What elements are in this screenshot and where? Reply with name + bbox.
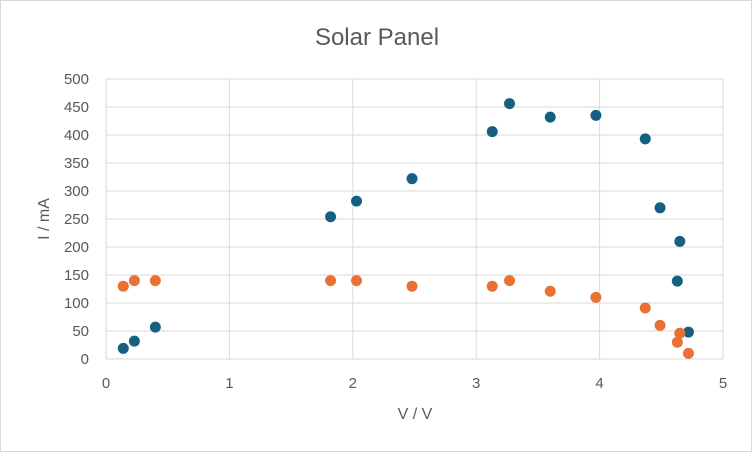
x-tick-label: 1 <box>225 375 233 392</box>
y-tick-label: 150 <box>64 267 89 284</box>
data-point <box>671 336 683 348</box>
data-point <box>654 319 666 331</box>
y-axis-ticks: 0 50 100 150 200 250 300 350 400 450 500 <box>64 71 89 368</box>
data-points <box>117 98 694 359</box>
y-tick-label: 400 <box>64 127 89 144</box>
y-tick-label: 100 <box>64 295 89 312</box>
y-axis-title: I / mA <box>36 198 53 240</box>
data-point <box>406 173 418 185</box>
y-tick-label: 250 <box>64 211 89 228</box>
x-axis-title: V / V <box>398 406 433 423</box>
data-point <box>671 275 683 287</box>
data-point <box>486 280 498 292</box>
data-point <box>682 347 694 359</box>
y-tick-label: 50 <box>72 323 89 340</box>
data-point <box>504 275 516 287</box>
data-point <box>406 280 418 292</box>
data-point <box>325 275 337 287</box>
data-point <box>128 335 140 347</box>
data-point <box>351 275 363 287</box>
x-tick-label: 4 <box>595 375 603 392</box>
data-point <box>639 133 651 145</box>
data-point <box>325 211 337 223</box>
data-point <box>351 195 363 207</box>
y-tick-label: 200 <box>64 239 89 256</box>
data-point <box>149 275 161 287</box>
x-tick-label: 5 <box>719 375 727 392</box>
y-tick-label: 450 <box>64 99 89 116</box>
y-tick-label: 350 <box>64 155 89 172</box>
data-point <box>486 126 498 138</box>
data-point <box>654 202 666 214</box>
x-axis-ticks: 0 1 2 3 4 5 <box>102 375 727 392</box>
data-point <box>682 326 694 338</box>
data-point <box>504 98 516 110</box>
x-tick-label: 0 <box>102 375 110 392</box>
data-point <box>117 342 129 354</box>
data-point <box>639 302 651 314</box>
data-point <box>674 235 686 247</box>
x-tick-label: 2 <box>349 375 357 392</box>
gridlines <box>105 78 724 360</box>
data-point <box>149 321 161 333</box>
y-tick-label: 500 <box>64 71 89 88</box>
data-point <box>674 327 686 339</box>
y-tick-label: 0 <box>81 351 89 368</box>
data-point <box>590 109 602 121</box>
x-tick-label: 3 <box>472 375 480 392</box>
chart-title: Solar Panel <box>315 24 439 51</box>
data-point <box>544 285 556 297</box>
y-tick-label: 300 <box>64 183 89 200</box>
data-point <box>128 275 140 287</box>
data-point <box>117 280 129 292</box>
data-point <box>544 111 556 123</box>
data-point <box>590 291 602 303</box>
